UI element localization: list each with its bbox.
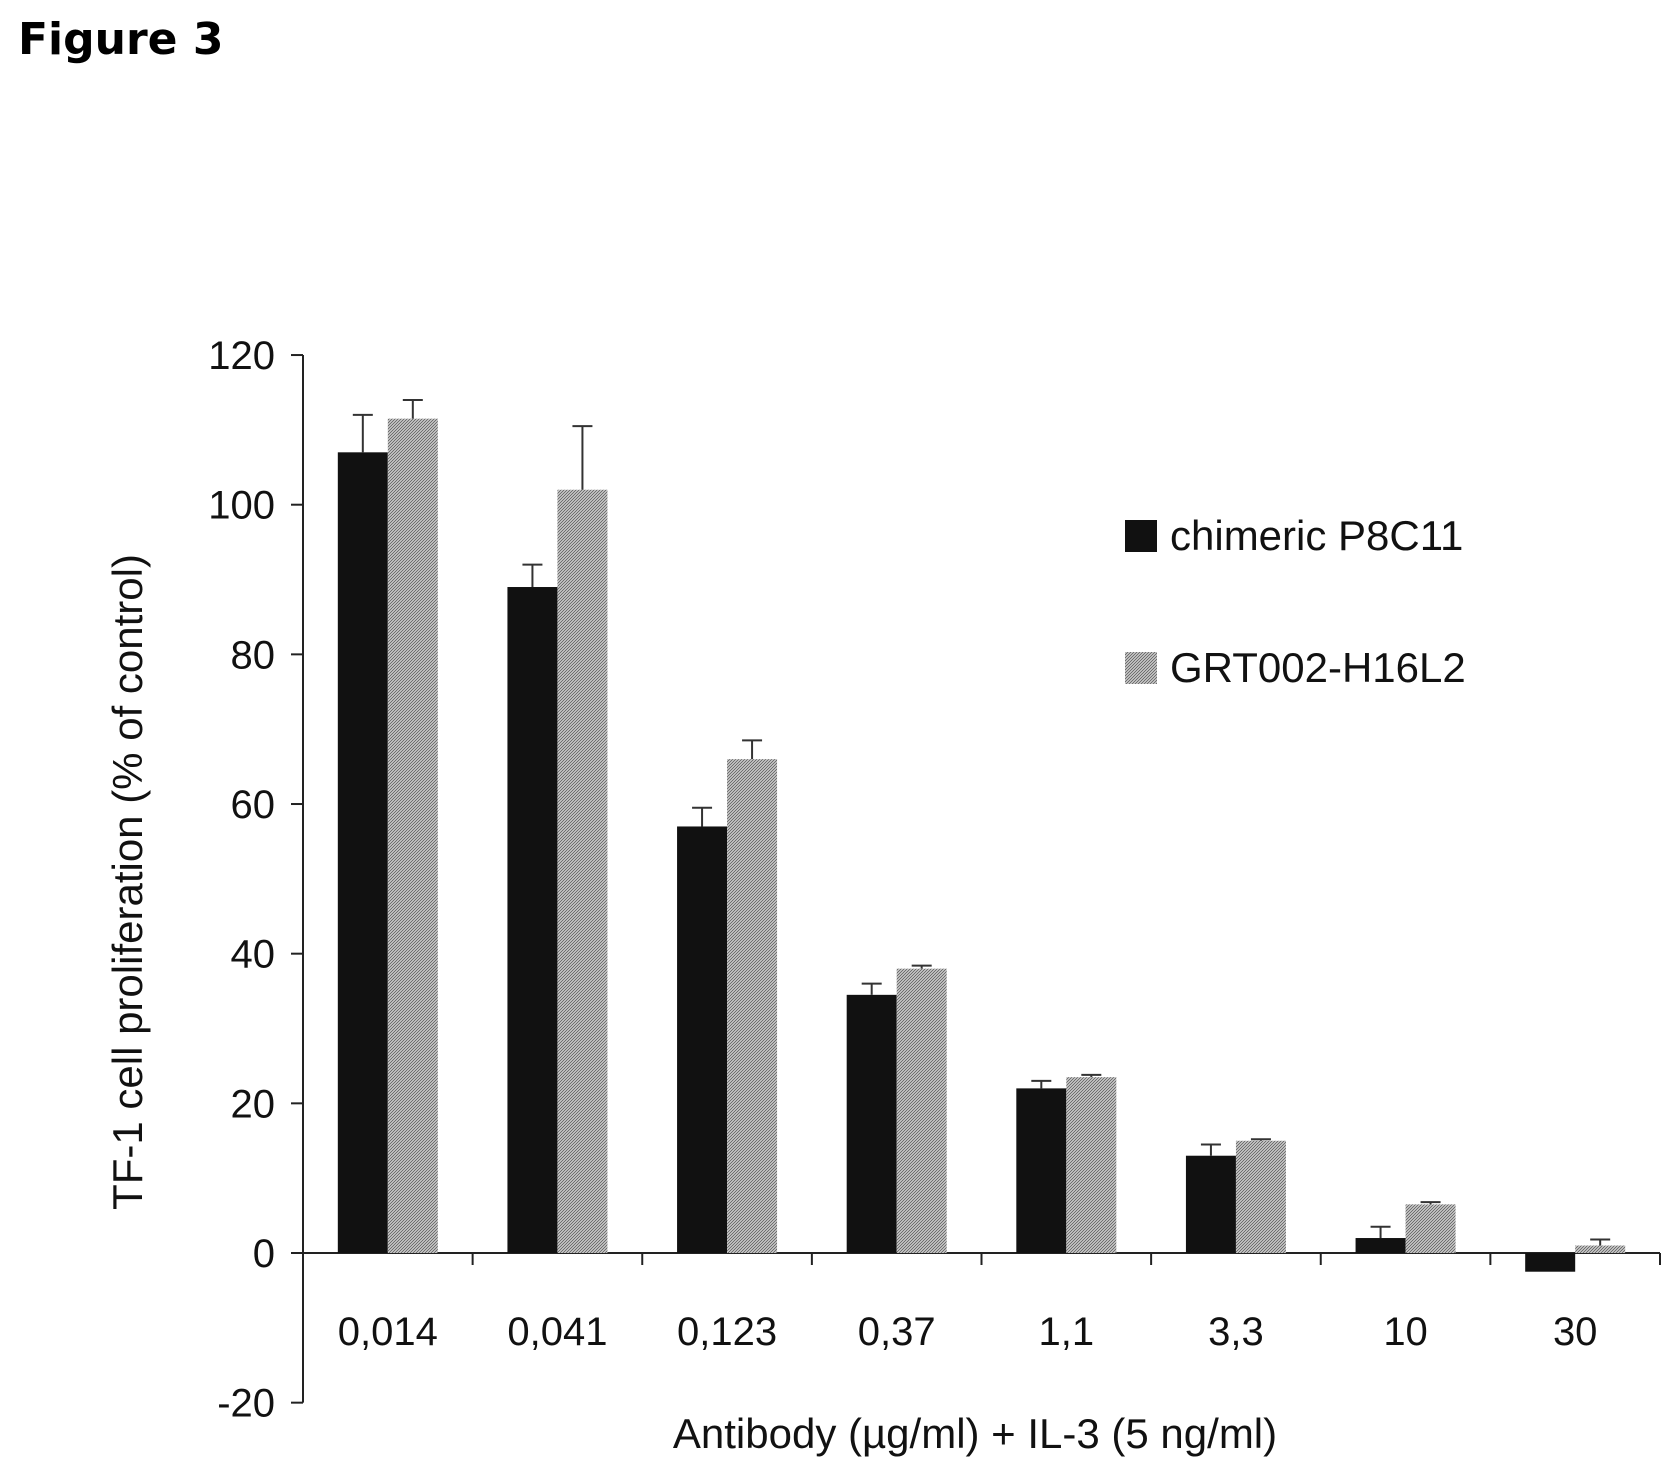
y-tick-label: 60 — [231, 783, 276, 827]
legend-swatch-grt002-h16l2 — [1125, 652, 1157, 684]
y-tick-label: 40 — [231, 933, 276, 977]
bar-series-0-7 — [1525, 1253, 1576, 1272]
y-axis: -20 0 20 40 60 80 100 120 — [208, 334, 304, 1426]
y-tick-label: -20 — [217, 1382, 275, 1426]
x-tick-label: 30 — [1553, 1310, 1598, 1354]
bars — [337, 418, 1626, 1272]
legend: chimeric P8C11 GRT002-H16L2 — [1125, 512, 1466, 691]
x-tick-label: 0,37 — [858, 1310, 936, 1354]
x-tick-label: 0,014 — [338, 1310, 438, 1354]
bar-series-1-5 — [1235, 1140, 1286, 1253]
y-tick-label: 80 — [231, 633, 276, 677]
legend-label-chimeric-p8c11: chimeric P8C11 — [1170, 512, 1463, 559]
x-tick-label: 3,3 — [1208, 1310, 1264, 1354]
x-tick-label: 0,041 — [507, 1310, 607, 1354]
bar-series-0-6 — [1355, 1238, 1406, 1253]
x-tick-label: 0,123 — [677, 1310, 777, 1354]
x-axis-title: Antibody (µg/ml) + IL-3 (5 ng/ml) — [673, 1410, 1277, 1457]
y-tick-label: 120 — [208, 334, 275, 378]
x-axis: 0,014 0,041 0,123 0,37 1,1 3,3 10 30 — [303, 1252, 1661, 1354]
y-tick-label: 100 — [208, 484, 275, 528]
bar-series-1-4 — [1066, 1077, 1117, 1253]
legend-label-grt002-h16l2: GRT002-H16L2 — [1170, 644, 1466, 691]
bar-series-0-3 — [846, 994, 897, 1253]
legend-swatch-chimeric-p8c11 — [1125, 520, 1157, 552]
error-bars — [352, 398, 1611, 1246]
y-axis-title: TF-1 cell proliferation (% of control) — [104, 554, 151, 1210]
bar-series-0-0 — [337, 452, 388, 1254]
bar-series-1-6 — [1405, 1204, 1456, 1253]
bar-series-1-3 — [896, 968, 947, 1253]
y-tick-label: 0 — [253, 1232, 275, 1276]
x-tick-label: 10 — [1383, 1310, 1428, 1354]
bar-series-1-2 — [727, 759, 778, 1253]
y-tick-label: 20 — [231, 1082, 276, 1126]
figure-title: Figure 3 — [18, 14, 224, 65]
x-tick-label: 1,1 — [1039, 1310, 1095, 1354]
bar-series-1-1 — [557, 489, 608, 1253]
bar-series-0-1 — [507, 587, 558, 1253]
bar-series-0-4 — [1016, 1088, 1067, 1253]
bar-series-0-2 — [677, 826, 728, 1253]
bar-series-0-5 — [1185, 1155, 1236, 1253]
bar-series-1-7 — [1575, 1245, 1626, 1253]
bar-series-1-0 — [387, 418, 438, 1253]
